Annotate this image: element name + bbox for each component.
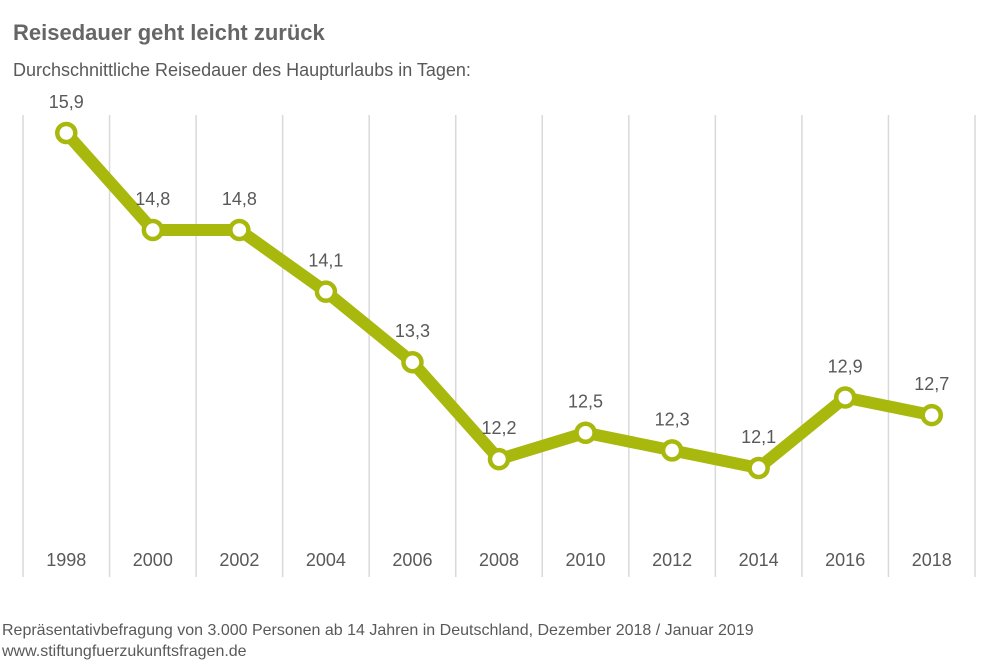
data-point (747, 456, 770, 480)
data-label: 15,9 (49, 92, 84, 112)
x-tick-label: 2004 (306, 550, 346, 570)
data-point (574, 421, 597, 444)
x-tick-label: 2008 (479, 550, 519, 570)
data-label: 12,9 (828, 356, 863, 376)
data-label: 12,7 (914, 374, 949, 394)
x-tick-label: 2016 (825, 550, 865, 570)
chart-title: Reisedauer geht leicht zurück (13, 20, 325, 45)
x-tick-label: 2010 (566, 550, 606, 570)
x-tick-label: 2002 (219, 550, 259, 570)
data-point (487, 447, 511, 471)
data-point (314, 280, 338, 303)
survey-note: Repräsentativbefragung von 3.000 Persone… (2, 622, 754, 639)
data-label: 12,5 (568, 392, 603, 412)
data-labels: 15,9 14,8 14,8 14,1 13,3 12,2 12,5 12,3 12,1 12,9… (49, 92, 950, 447)
data-point (141, 218, 165, 242)
x-tick-label: 2000 (133, 550, 173, 570)
data-label: 13,3 (395, 321, 430, 341)
source-url: www.stiftungfuerzukunftsfragen.de (2, 643, 247, 660)
x-tick-label: 1998 (46, 550, 86, 570)
data-label: 12,1 (741, 427, 776, 447)
data-label: 14,1 (308, 251, 343, 271)
data-label: 12,2 (481, 418, 516, 438)
data-label: 14,8 (135, 189, 170, 209)
x-tick-label: 2012 (652, 550, 692, 570)
data-point (228, 218, 251, 242)
data-point (920, 403, 943, 427)
data-label: 14,8 (222, 189, 257, 209)
chart-subtitle: Durchschnittliche Reisedauer des Hauptur… (13, 60, 471, 80)
data-point (55, 121, 78, 145)
data-points (55, 121, 943, 480)
x-tick-label: 2018 (912, 550, 952, 570)
data-point (401, 350, 424, 374)
x-tick-label: 2006 (392, 550, 432, 570)
vertical-grid (22, 115, 976, 577)
data-point (660, 439, 684, 462)
data-point (833, 386, 857, 409)
x-tick-label: 2014 (739, 550, 779, 570)
x-axis-tick-labels: 1998 2000 2002 2004 2006 2008 2010 2012 2014 2016… (46, 550, 952, 570)
data-label: 12,3 (655, 409, 690, 429)
